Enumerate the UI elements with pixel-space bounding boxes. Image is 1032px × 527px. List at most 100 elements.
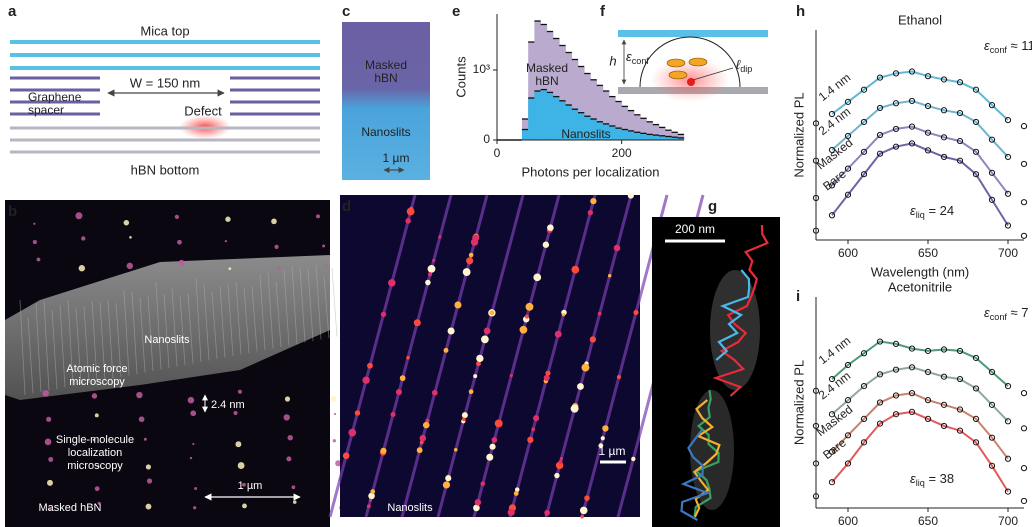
nanoslit-streak (328, 194, 417, 518)
x-axis-label: Wavelength (nm) (871, 264, 970, 279)
sm-spot (545, 370, 551, 376)
subscript: conf (632, 56, 650, 66)
sm-spot (81, 236, 86, 241)
hist-bar (571, 59, 579, 140)
data-point (844, 165, 852, 172)
label: spacer (28, 103, 64, 117)
sm-spot (366, 504, 371, 509)
label: 200 nm (675, 222, 715, 236)
data-point (828, 479, 836, 486)
sm-spot (561, 313, 566, 317)
label: 1 µm (238, 480, 263, 492)
data-point (908, 345, 916, 352)
sm-spot (462, 268, 471, 276)
hist-bar (646, 121, 654, 140)
sm-spot (342, 452, 350, 460)
sm-spot (335, 460, 342, 467)
label: Graphene (28, 90, 82, 104)
sm-spot (466, 257, 474, 265)
hist-bar (640, 133, 647, 140)
sm-spot (631, 456, 636, 462)
sm-spot (559, 457, 564, 461)
symbol: ε (984, 305, 990, 320)
hist-bar (659, 135, 666, 140)
sm-spot (579, 506, 588, 515)
fit-line (831, 125, 1009, 195)
afm-ridge (299, 267, 306, 343)
afm-ridge (59, 305, 66, 388)
data-point (988, 368, 996, 376)
subscript: conf (990, 312, 1008, 322)
nanoslit-streak (472, 194, 561, 518)
sm-spot (409, 206, 414, 212)
sm-spot (370, 489, 376, 494)
sm-spot (143, 437, 147, 441)
sm-spot (395, 389, 403, 396)
symbol: ℓ (736, 57, 741, 72)
annotation-text: ≈ 11 (1007, 38, 1032, 53)
sm-spot (42, 390, 49, 397)
data-point (988, 136, 996, 143)
sm-spot (489, 443, 496, 450)
sm-spot (91, 393, 98, 399)
hist-bar (559, 100, 566, 140)
afm-ridge (107, 300, 114, 379)
data-point (1020, 123, 1028, 130)
sm-spot (333, 412, 337, 416)
panel-label: e (452, 3, 460, 20)
afm-ridge (163, 293, 170, 369)
data-point (988, 196, 996, 203)
data-point (860, 439, 868, 446)
hist-bar (634, 132, 641, 140)
fit-line (831, 392, 1009, 460)
hist-bar (596, 121, 604, 140)
sm-spot (580, 514, 584, 519)
data-point (876, 104, 884, 112)
afm-ridge (155, 282, 162, 370)
hist-bar (546, 31, 554, 140)
sm-spot (146, 478, 153, 484)
sm-spot (427, 264, 436, 273)
afm-ridge (251, 286, 258, 352)
afm-ridge (275, 281, 282, 348)
label: 2.4 nm (211, 399, 245, 411)
label: Masked (365, 58, 407, 72)
hist-bar (665, 136, 672, 140)
hist-bar (671, 132, 679, 140)
hist-bar (578, 66, 585, 140)
data-point (1020, 199, 1028, 206)
data-point (860, 118, 868, 126)
data-point (860, 415, 868, 423)
afm-ridge (331, 268, 338, 337)
data-point (844, 397, 852, 404)
data-point (972, 439, 980, 446)
hist-bar (634, 114, 641, 140)
sm-spot (94, 486, 100, 492)
panel-label: d (342, 198, 351, 215)
hist-bar (652, 124, 660, 140)
data-point (988, 102, 996, 109)
symbol-label: εconf (626, 49, 649, 66)
afm-ridge (235, 281, 242, 355)
hist-bar (602, 91, 610, 140)
fit-line (831, 142, 1009, 227)
x-tick-label: 600 (838, 514, 858, 527)
data-point (1020, 465, 1028, 472)
sm-spot (607, 273, 612, 278)
sm-spot (442, 481, 451, 489)
afm-ridge (83, 306, 90, 384)
data-point (956, 375, 964, 383)
annotation-text: ≈ 7 (1007, 305, 1029, 320)
sm-spot (32, 240, 37, 245)
trajectory (712, 224, 769, 397)
label: h (609, 53, 616, 68)
sm-spot (332, 439, 336, 443)
data-point (892, 366, 900, 373)
sm-spot (425, 279, 431, 286)
hist-bar (571, 109, 579, 140)
sm-spot (136, 391, 143, 399)
label: Nanoslits (144, 334, 190, 346)
hist-bar (528, 42, 535, 140)
data-point (956, 427, 964, 434)
hist-bar (528, 98, 535, 140)
